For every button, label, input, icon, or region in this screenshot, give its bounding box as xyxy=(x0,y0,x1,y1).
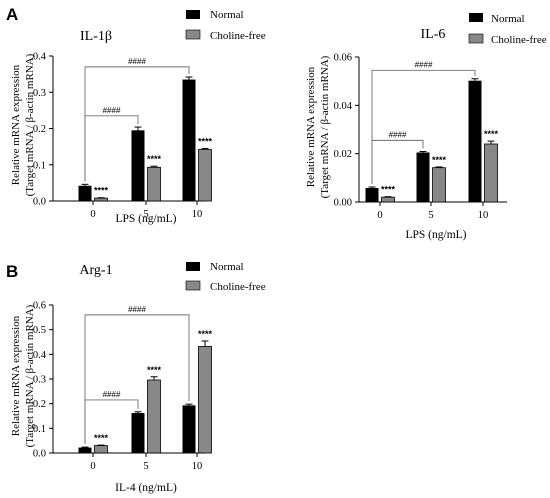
y-tick-label: 0.4 xyxy=(33,350,47,361)
x-tick-label: 0 xyxy=(90,461,95,472)
significance-label: **** xyxy=(94,433,109,443)
bracket-label: #### xyxy=(389,130,407,139)
x-tick-label: 0 xyxy=(377,210,382,221)
x-axis-label: LPS (ng/mL) xyxy=(115,213,176,225)
panel-letter: A xyxy=(6,5,18,24)
bar-normal xyxy=(365,187,379,202)
bar-choline-free xyxy=(432,167,446,203)
comparison-bracket xyxy=(371,139,424,185)
x-tick-label: 0 xyxy=(90,209,95,220)
bar-choline-free xyxy=(198,346,212,454)
y-axis-label-line-2: (Target mRNA / β-actin mRNA) xyxy=(24,304,36,447)
y-axis-label-line-1: Relative mRNA expression xyxy=(10,315,22,436)
y-tick-label: 0.4 xyxy=(33,52,47,63)
legend: Normal Choline-free xyxy=(185,261,266,293)
y-tick-label: 0.5 xyxy=(33,325,46,336)
significance-label: **** xyxy=(94,186,109,196)
bar-normal xyxy=(468,80,482,202)
y-tick-label: 0.06 xyxy=(334,53,352,64)
legend-swatch-choline-free xyxy=(468,33,484,44)
y-tick-label: 0.0 xyxy=(33,449,46,460)
bar-choline-free xyxy=(198,149,212,202)
bar-choline-free xyxy=(484,143,498,203)
legend-label-choline-free: Choline-free xyxy=(210,30,266,42)
y-tick-label: 0.02 xyxy=(334,149,352,160)
y-axis-label-line-1: Relative mRNA expression xyxy=(10,64,22,185)
comparison-bracket xyxy=(84,314,190,445)
panel-letter: B xyxy=(6,262,18,281)
bar-normal xyxy=(131,130,145,201)
y-axis-label-line-2: (Target mRNA / β-actin mRNA) xyxy=(24,53,36,196)
significance-label: **** xyxy=(198,329,213,339)
x-axis-label: LPS (ng/mL) xyxy=(405,229,466,241)
bracket-label: #### xyxy=(103,106,121,115)
y-tick-label: 0.6 xyxy=(33,301,46,312)
y-tick-label: 0.2 xyxy=(33,399,46,410)
bar-normal xyxy=(131,413,145,453)
legend-label-normal: Normal xyxy=(210,261,244,273)
y-axis-label-line-1: Relative mRNA expression xyxy=(305,66,317,187)
y-tick-label: 0.00 xyxy=(334,198,352,209)
legend-swatch-normal xyxy=(469,13,483,22)
x-tick-label: 5 xyxy=(143,461,148,472)
chart-il6: IL-6 Normal Choline-free Relative mRNA e… xyxy=(305,13,547,241)
legend: Normal Choline-free xyxy=(468,13,547,46)
x-axis-label: IL-4 (ng/mL) xyxy=(115,482,177,494)
x-tick-label: 10 xyxy=(192,461,203,472)
x-tick-label: 10 xyxy=(192,209,203,220)
significance-label: **** xyxy=(147,365,162,375)
y-tick-label: 0.3 xyxy=(33,375,46,386)
significance-label: **** xyxy=(381,185,396,195)
chart-title: IL-1β xyxy=(80,29,112,44)
bar-choline-free xyxy=(381,196,395,203)
legend-swatch-normal xyxy=(186,262,200,271)
comparison-bracket xyxy=(371,69,476,185)
bar-normal xyxy=(182,405,196,453)
legend-swatch-normal xyxy=(186,10,200,19)
x-tick-label: 5 xyxy=(143,209,148,220)
chart-title: IL-6 xyxy=(421,27,446,42)
y-tick-label: 0.0 xyxy=(33,197,46,208)
y-tick-label: 0.2 xyxy=(33,124,46,135)
legend-label-choline-free: Choline-free xyxy=(210,281,266,293)
y-axis-label-line-2: (Target mRNA / β-actin mRNA) xyxy=(319,55,331,198)
chart-il1b: A IL-1β Normal Choline-free Relative mRN… xyxy=(6,5,266,225)
bar-choline-free xyxy=(94,445,108,454)
bracket-label: #### xyxy=(128,305,146,314)
bracket-label: #### xyxy=(415,60,433,69)
bar-choline-free xyxy=(147,166,161,202)
x-tick-label: 5 xyxy=(428,210,433,221)
legend-label-choline-free: Choline-free xyxy=(491,34,547,46)
bar-normal xyxy=(78,447,92,453)
legend-swatch-choline-free xyxy=(185,280,201,291)
legend-label-normal: Normal xyxy=(210,9,244,21)
bar-normal xyxy=(78,185,92,201)
legend-label-normal: Normal xyxy=(491,13,525,25)
comparison-bracket xyxy=(84,66,190,182)
y-tick-label: 0.04 xyxy=(334,101,353,112)
significance-label: **** xyxy=(432,155,447,165)
bar-choline-free xyxy=(147,379,161,454)
bar-normal xyxy=(182,79,196,201)
chart-arg1: B Arg-1 Normal Choline-free Relative mRN… xyxy=(6,261,266,494)
y-tick-label: 0.3 xyxy=(33,88,46,99)
significance-label: **** xyxy=(147,154,162,164)
significance-label: **** xyxy=(484,129,499,139)
bracket-label: #### xyxy=(103,390,121,399)
bar-normal xyxy=(416,152,430,202)
comparison-bracket xyxy=(84,399,139,445)
significance-label: **** xyxy=(198,136,213,146)
bar-choline-free xyxy=(94,197,108,202)
x-tick-label: 10 xyxy=(478,210,489,221)
legend: Normal Choline-free xyxy=(185,9,266,42)
y-tick-label: 0.1 xyxy=(33,160,46,171)
bracket-label: #### xyxy=(128,57,146,66)
comparison-bracket xyxy=(84,115,139,182)
chart-title: Arg-1 xyxy=(79,263,112,278)
legend-swatch-choline-free xyxy=(185,29,201,40)
y-tick-label: 0.1 xyxy=(33,424,46,435)
